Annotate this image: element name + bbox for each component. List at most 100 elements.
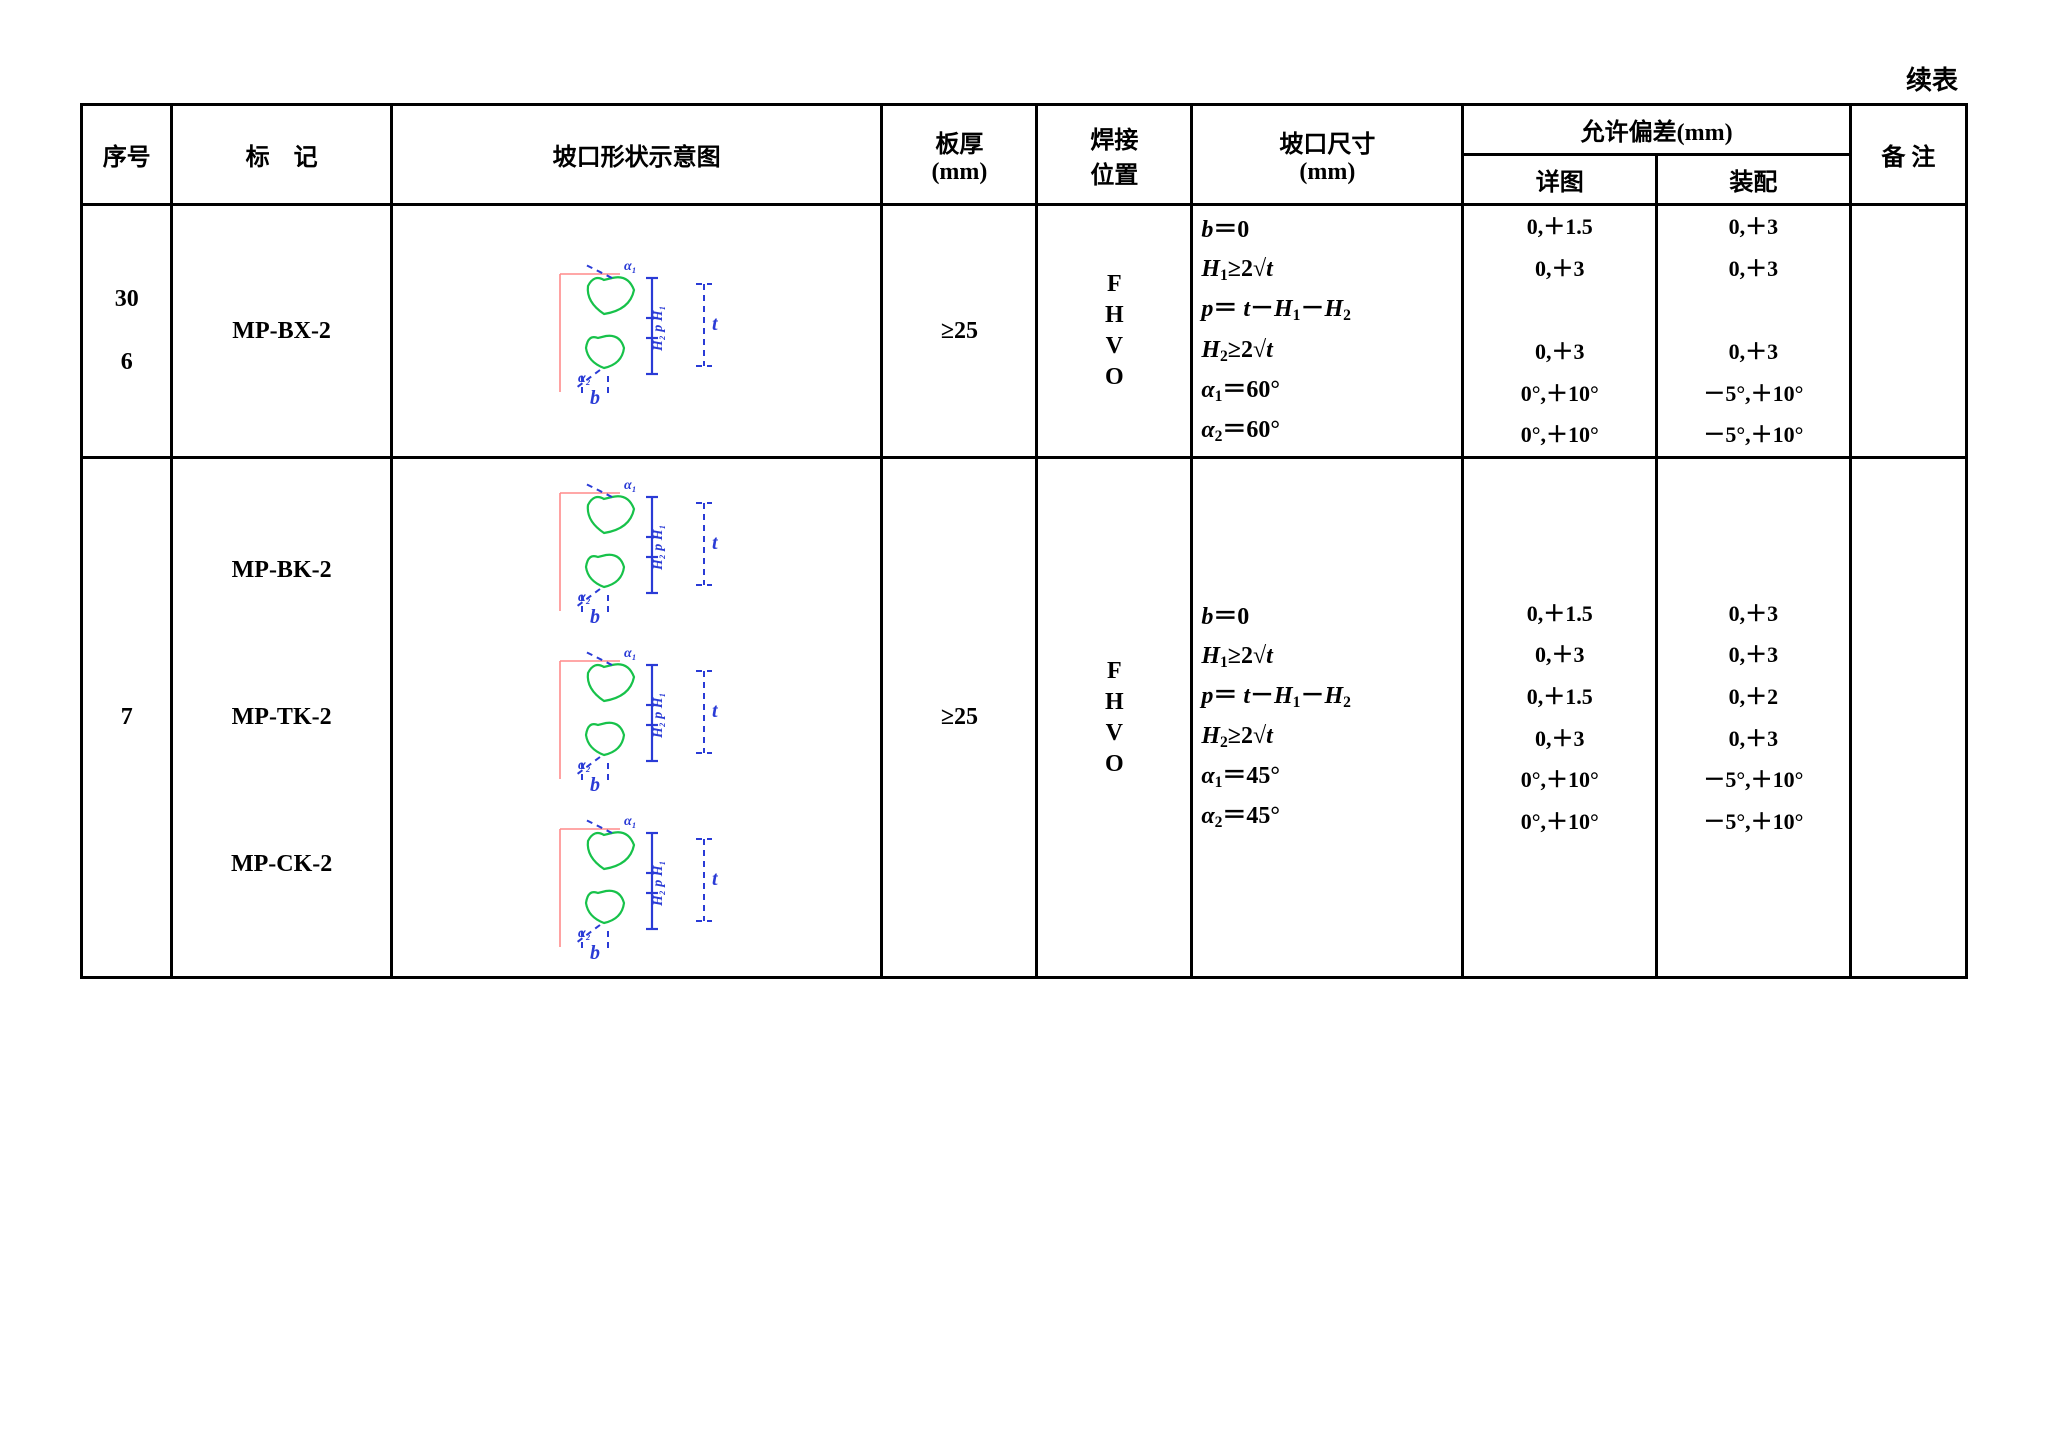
- th-thickness: 板厚 (mm): [882, 105, 1037, 205]
- dim-line: H2≥2√t: [1201, 335, 1272, 367]
- dim-line: H2≥2√t: [1201, 721, 1272, 753]
- groove-diagram: H₂ p H₁ α₁ α₂ b t: [512, 811, 762, 961]
- tol-assy-value: 0,＋3: [1729, 337, 1779, 367]
- tol-detail-value: 0°,＋10°: [1521, 379, 1599, 409]
- tol-assy-value: 0,＋3: [1729, 254, 1779, 284]
- svg-text:α₂: α₂: [578, 758, 591, 773]
- svg-text:b: b: [590, 606, 600, 625]
- dim-line: p＝ t－H1－H2: [1201, 681, 1351, 713]
- table-row: 30 6 MP-BX-2 H₂ p H₁ α₁ α₂ b t ≥25FHVO b＝0 H…: [82, 205, 1967, 458]
- tol-detail-value: 0,＋3: [1535, 640, 1585, 670]
- dim-line: α2＝60°: [1201, 415, 1280, 447]
- tol-assy-value: 0,＋2: [1729, 682, 1779, 712]
- cell-diagram: H₂ p H₁ α₁ α₂ b t H₂ p H₁ α₁ α₂ b t: [391, 458, 882, 978]
- th-size: 坡口尺寸 (mm): [1192, 105, 1463, 205]
- tol-detail-value: 0°,＋10°: [1521, 807, 1599, 837]
- th-note: 备 注: [1850, 105, 1966, 205]
- tol-assy-value: 0,＋3: [1729, 640, 1779, 670]
- svg-text:b: b: [590, 387, 600, 406]
- cell-seq: 7: [82, 458, 172, 978]
- cell-position: FHVO: [1037, 205, 1192, 458]
- cell-seq: 30 6: [82, 205, 172, 458]
- svg-text:t: t: [712, 868, 719, 890]
- tol-assy-value: 0,＋3: [1729, 724, 1779, 754]
- mark-code: MP-CK-2: [181, 851, 381, 878]
- weld-position: F: [1107, 658, 1122, 685]
- cell-mark: MP-BK-2MP-TK-2MP-CK-2: [172, 458, 391, 978]
- tol-detail-value: 0,＋1.5: [1527, 682, 1593, 712]
- svg-text:α₁: α₁: [624, 646, 637, 661]
- th-tol-detail: 详图: [1463, 155, 1657, 205]
- tol-detail-value: 0°,＋10°: [1521, 420, 1599, 450]
- tol-detail-value: 0,＋1.5: [1527, 212, 1593, 242]
- groove-diagram: H₂ p H₁ α₁ α₂ b t: [512, 643, 762, 793]
- weld-position: O: [1105, 364, 1124, 391]
- cell-tol-detail: 0,＋1.50,＋30,＋1.50,＋30°,＋10°0°,＋10°: [1463, 458, 1657, 978]
- dim-line: p＝ t－H1－H2: [1201, 294, 1351, 326]
- mark-code: MP-BK-2: [181, 557, 381, 584]
- dim-line: α1＝60°: [1201, 375, 1280, 407]
- svg-text:t: t: [712, 700, 719, 722]
- weld-position: O: [1105, 751, 1124, 778]
- cell-position: FHVO: [1037, 458, 1192, 978]
- cell-diagram: H₂ p H₁ α₁ α₂ b t: [391, 205, 882, 458]
- th-position: 焊接 位置: [1037, 105, 1192, 205]
- tol-detail-value: 0,＋3: [1535, 724, 1585, 754]
- cell-note: [1850, 205, 1966, 458]
- weld-position: F: [1107, 271, 1122, 298]
- groove-spec-table: 序号 标 记 坡口形状示意图 板厚 (mm) 焊接 位置 坡口尺寸 (mm) 允…: [80, 103, 1968, 979]
- groove-diagram: H₂ p H₁ α₁ α₂ b t: [512, 475, 762, 625]
- th-mark: 标 记: [172, 105, 391, 205]
- tol-assy-value: －5°,＋10°: [1703, 379, 1803, 409]
- tol-assy-value: 0,＋3: [1729, 599, 1779, 629]
- cell-mark: MP-BX-2: [172, 205, 391, 458]
- svg-text:α₁: α₁: [624, 814, 637, 829]
- svg-text:H₂ p H₁: H₂ p H₁: [651, 524, 666, 571]
- tol-detail-value: 0,＋1.5: [1527, 599, 1593, 629]
- cell-thickness: ≥25: [882, 205, 1037, 458]
- tol-detail-value: 0,＋3: [1535, 337, 1585, 367]
- tol-detail-value: [1557, 295, 1563, 325]
- svg-text:H₂ p H₁: H₂ p H₁: [651, 692, 666, 739]
- tol-assy-value: －5°,＋10°: [1703, 420, 1803, 450]
- tol-detail-value: 0,＋3: [1535, 254, 1585, 284]
- svg-text:H₂ p H₁: H₂ p H₁: [651, 860, 666, 907]
- cell-size: b＝0 H1≥2√t p＝ t－H1－H2 H2≥2√t α1＝60° α2＝60°: [1192, 205, 1463, 458]
- tol-assy-value: －5°,＋10°: [1703, 807, 1803, 837]
- dim-line: b＝0: [1201, 602, 1249, 633]
- weld-position: H: [1105, 689, 1124, 716]
- dim-line: H1≥2√t: [1201, 254, 1272, 286]
- groove-diagram: H₂ p H₁ α₁ α₂ b t: [512, 256, 762, 406]
- th-seq: 序号: [82, 105, 172, 205]
- svg-text:b: b: [590, 942, 600, 961]
- table-row: 7 MP-BK-2MP-TK-2MP-CK-2 H₂ p H₁ α₁ α₂ b t…: [82, 458, 1967, 978]
- svg-text:α₂: α₂: [578, 590, 591, 605]
- svg-text:H₂ p H₁: H₂ p H₁: [651, 306, 666, 353]
- svg-text:t: t: [712, 313, 719, 335]
- cell-size: b＝0 H1≥2√t p＝ t－H1－H2 H2≥2√t α1＝45° α2＝45°: [1192, 458, 1463, 978]
- cell-tol-detail: 0,＋1.5 0,＋3 0,＋3 0°,＋10° 0°,＋10°: [1463, 205, 1657, 458]
- svg-text:α₂: α₂: [578, 926, 591, 941]
- tol-assy-value: [1751, 295, 1757, 325]
- th-diagram: 坡口形状示意图: [391, 105, 882, 205]
- svg-text:α₁: α₁: [624, 478, 637, 493]
- svg-text:α₂: α₂: [578, 371, 591, 386]
- dim-line: b＝0: [1201, 215, 1249, 246]
- th-tolerance-group: 允许偏差(mm): [1463, 105, 1850, 155]
- weld-position: V: [1106, 720, 1123, 747]
- svg-text:b: b: [590, 774, 600, 793]
- dim-line: H1≥2√t: [1201, 641, 1272, 673]
- seq-bottom: 7: [91, 704, 162, 731]
- continued-label: 续表: [80, 60, 1958, 97]
- seq-bottom: 6: [91, 349, 162, 376]
- cell-note: [1850, 458, 1966, 978]
- weld-position: V: [1106, 333, 1123, 360]
- tol-assy-value: －5°,＋10°: [1703, 765, 1803, 795]
- svg-text:t: t: [712, 532, 719, 554]
- tol-assy-value: 0,＋3: [1729, 212, 1779, 242]
- seq-top: 30: [91, 286, 162, 313]
- cell-tol-assy: 0,＋3 0,＋3 0,＋2 0,＋3 －5°,＋10° －5°,＋10°: [1657, 458, 1851, 978]
- mark-code: MP-BX-2: [181, 318, 381, 345]
- dim-line: α1＝45°: [1201, 761, 1280, 793]
- dim-line: α2＝45°: [1201, 801, 1280, 833]
